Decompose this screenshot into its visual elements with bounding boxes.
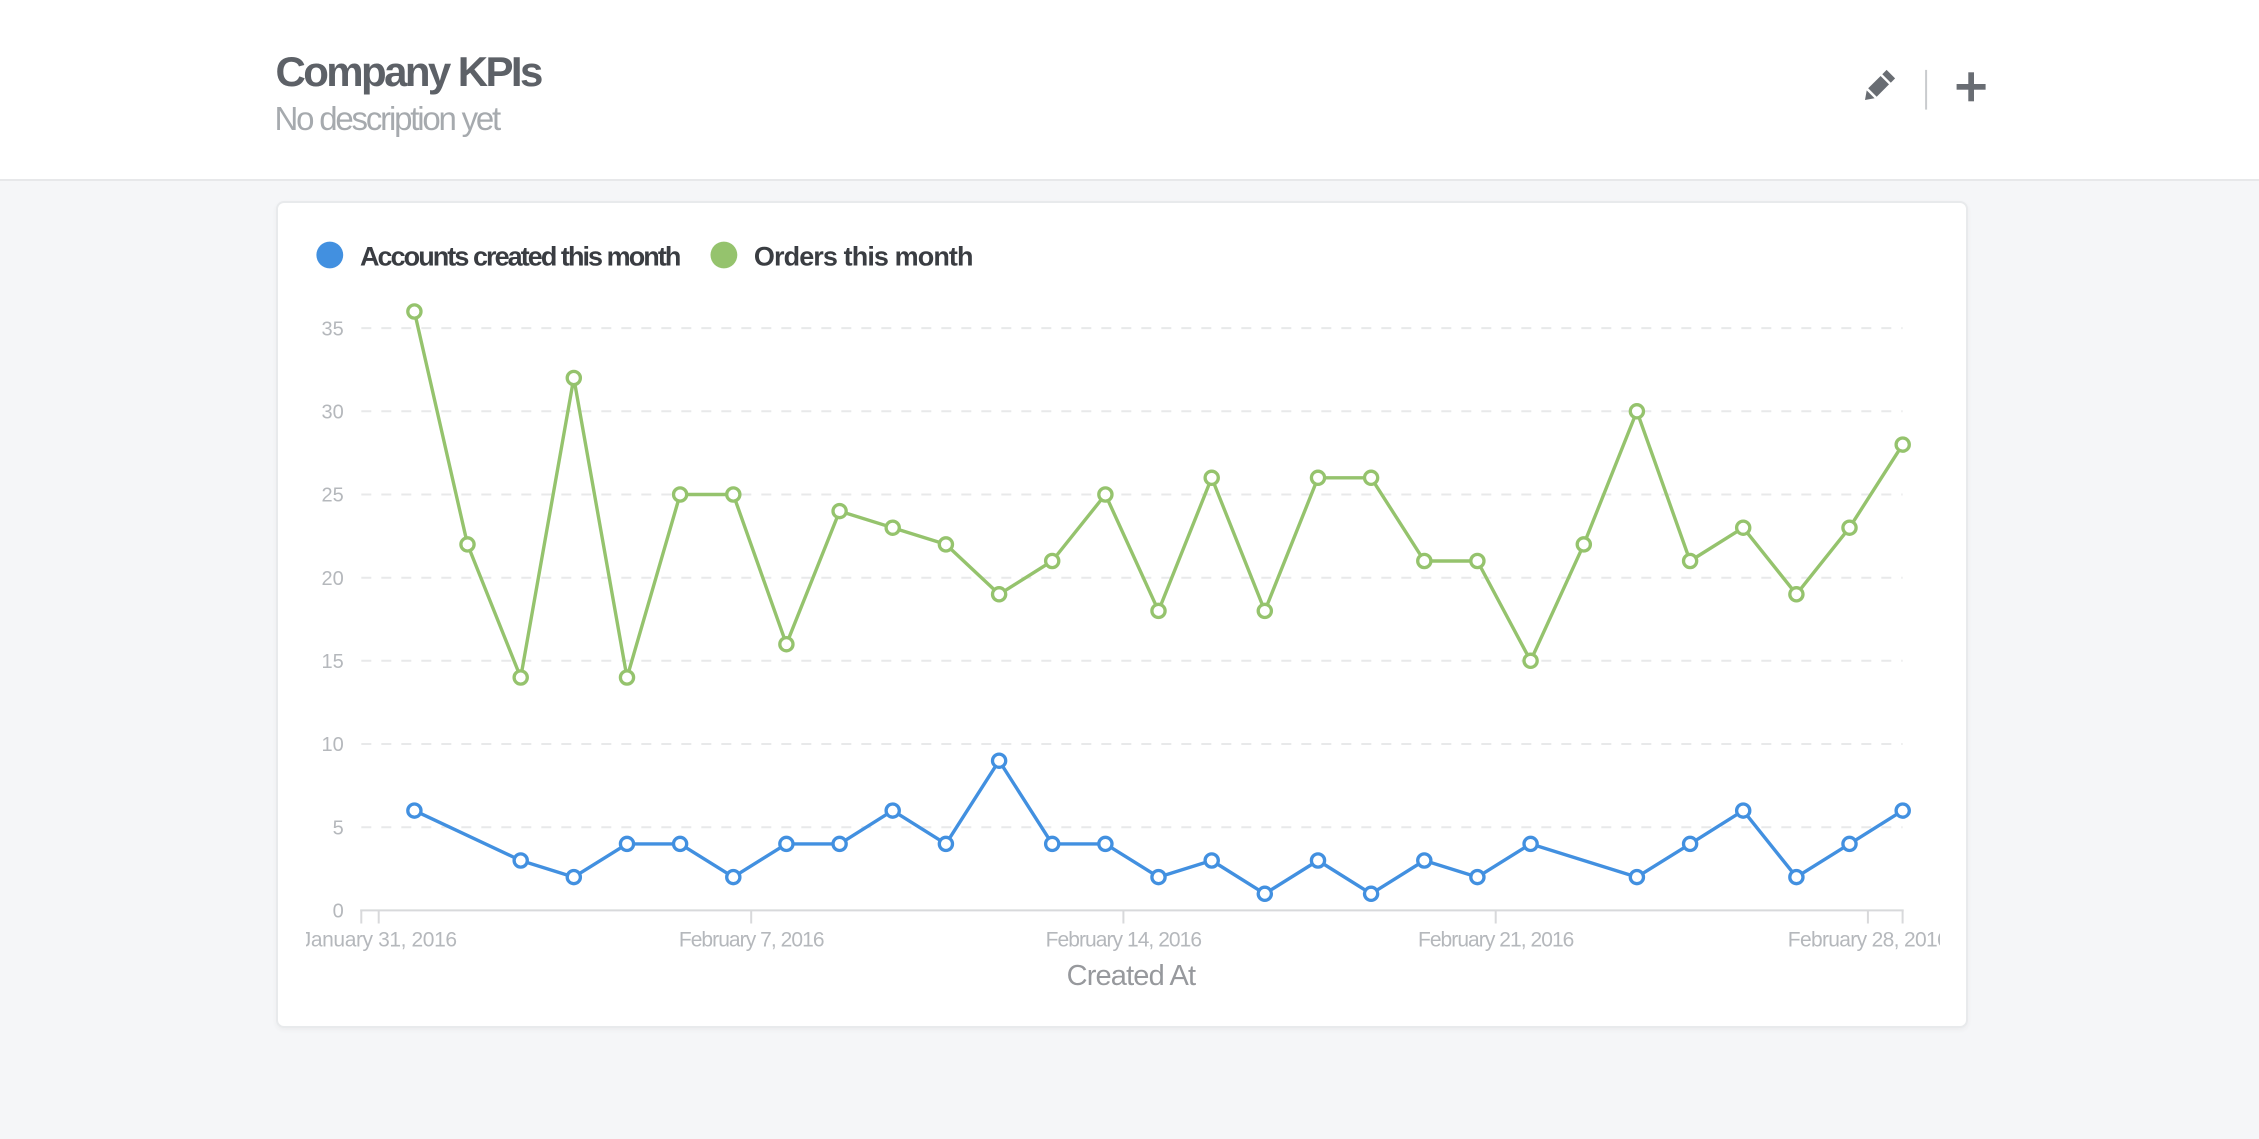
svg-text:Accounts created this month: Accounts created this month (360, 241, 680, 271)
svg-text:February 14, 2016: February 14, 2016 (1046, 929, 1202, 952)
svg-text:February 28, 2016: February 28, 2016 (1788, 929, 1940, 952)
svg-text:Created At: Created At (1067, 960, 1196, 992)
svg-text:35: 35 (322, 318, 344, 340)
svg-text:20: 20 (322, 568, 344, 590)
svg-text:10: 10 (322, 734, 344, 756)
svg-text:25: 25 (322, 485, 344, 507)
svg-text:0: 0 (333, 901, 344, 923)
svg-text:15: 15 (322, 651, 344, 673)
svg-text:5: 5 (333, 817, 344, 839)
svg-text:February 7, 2016: February 7, 2016 (679, 929, 824, 952)
svg-text:Orders this month: Orders this month (754, 241, 973, 271)
svg-text:30: 30 (322, 402, 344, 424)
svg-text:January 31, 2016: January 31, 2016 (306, 929, 457, 952)
svg-text:February 21, 2016: February 21, 2016 (1418, 929, 1574, 952)
